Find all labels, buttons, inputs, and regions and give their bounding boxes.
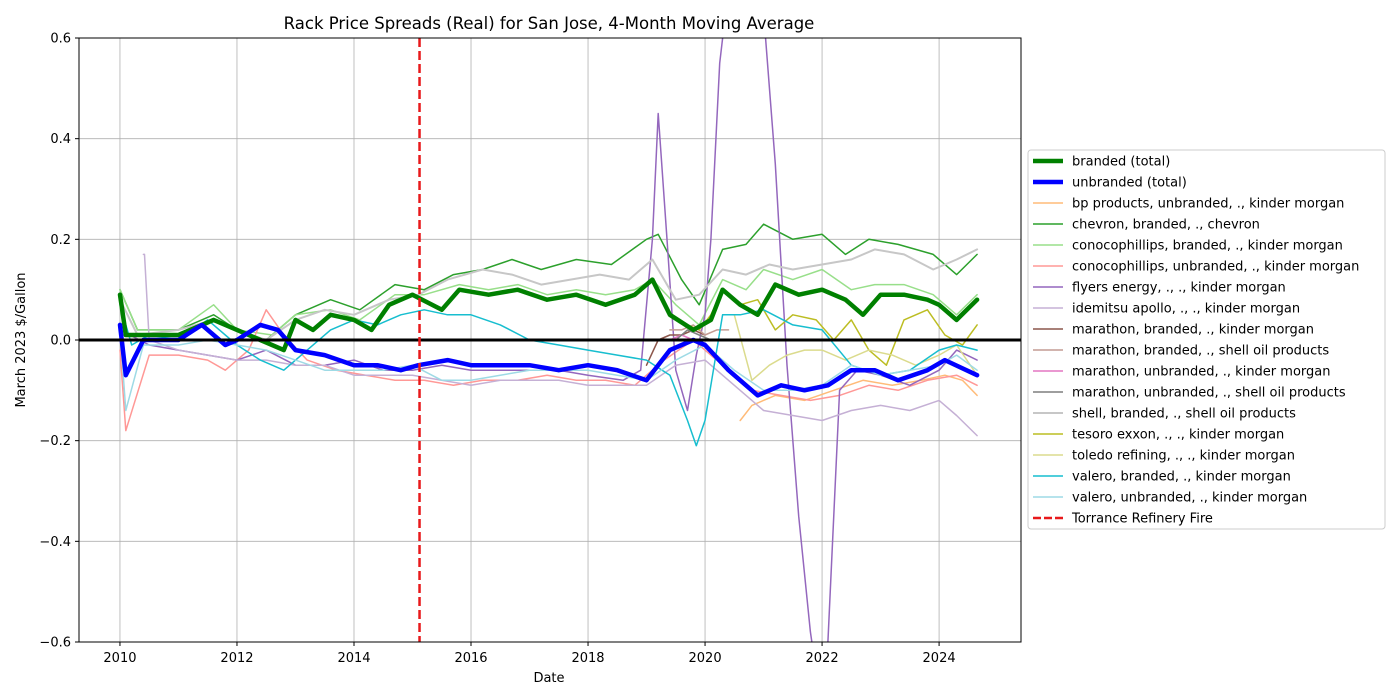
x-tick-label: 2016	[454, 651, 487, 666]
legend-label: marathon, branded, ., shell oil products	[1072, 344, 1329, 359]
series-line	[119, 38, 978, 642]
axes: 2010 2012 2014 2016 2018 2020 2022 2024 −0.6 −0.4…	[39, 32, 1022, 666]
series-group	[117, 38, 980, 642]
series-line	[119, 248, 979, 341]
x-tick-label: 2012	[220, 651, 253, 666]
legend-label: Torrance Refinery Fire	[1071, 512, 1213, 527]
series-line	[119, 304, 978, 447]
x-tick-label: 2014	[337, 651, 370, 666]
series-line	[117, 277, 980, 353]
y-tick-label: −0.2	[39, 434, 71, 449]
series-line	[142, 253, 978, 437]
legend-label: flyers energy, ., ., kinder morgan	[1072, 281, 1286, 296]
y-tick-label: 0.2	[50, 233, 71, 248]
legend-label: toledo refining, ., ., kinder morgan	[1072, 449, 1295, 464]
x-tick-label: 2020	[689, 651, 722, 666]
series-line	[119, 329, 978, 412]
legend-label: marathon, branded, ., kinder morgan	[1072, 323, 1314, 338]
legend-box	[1027, 149, 1386, 530]
series-line	[739, 374, 978, 422]
legend: branded (total) unbranded (total) bp produ…	[1027, 149, 1386, 530]
y-tick-label: 0.6	[50, 32, 71, 47]
legend-label: marathon, unbranded, ., shell oil produc…	[1072, 386, 1346, 401]
x-tick-label: 2010	[103, 651, 136, 666]
x-tick-label: 2024	[923, 651, 956, 666]
legend-label: marathon, unbranded, ., kinder morgan	[1072, 365, 1330, 380]
y-tick-label: −0.6	[39, 636, 71, 651]
legend-label: chevron, branded, ., chevron	[1072, 218, 1260, 233]
series-line	[675, 329, 712, 341]
chart-title: Rack Price Spreads (Real) for San Jose, …	[284, 14, 815, 33]
y-tick-label: 0.4	[50, 132, 71, 147]
legend-label: conocophillips, branded, ., kinder morga…	[1072, 239, 1343, 254]
x-tick-label: 2018	[571, 651, 604, 666]
y-tick-label: −0.4	[39, 535, 71, 550]
legend-label: tesoro exxon, ., ., kinder morgan	[1072, 428, 1284, 443]
legend-label: branded (total)	[1072, 155, 1170, 170]
x-tick-label: 2022	[806, 651, 839, 666]
legend-label: idemitsu apollo, ., ., kinder morgan	[1072, 302, 1300, 317]
x-axis-label: Date	[533, 671, 564, 686]
y-axis-label: March 2023 $/Gallon	[14, 272, 29, 407]
legend-label: conocophillips, unbranded, ., kinder mor…	[1072, 260, 1359, 275]
legend-label: valero, branded, ., kinder morgan	[1072, 470, 1291, 485]
y-tick-label: 0.0	[50, 334, 71, 349]
series-line	[733, 314, 978, 382]
legend-label: shell, branded, ., shell oil products	[1072, 407, 1296, 422]
legend-label: unbranded (total)	[1072, 176, 1187, 191]
legend-label: bp products, unbranded, ., kinder morgan	[1072, 197, 1344, 212]
plot-area	[79, 38, 1021, 642]
legend-label: valero, unbranded, ., kinder morgan	[1072, 491, 1307, 506]
